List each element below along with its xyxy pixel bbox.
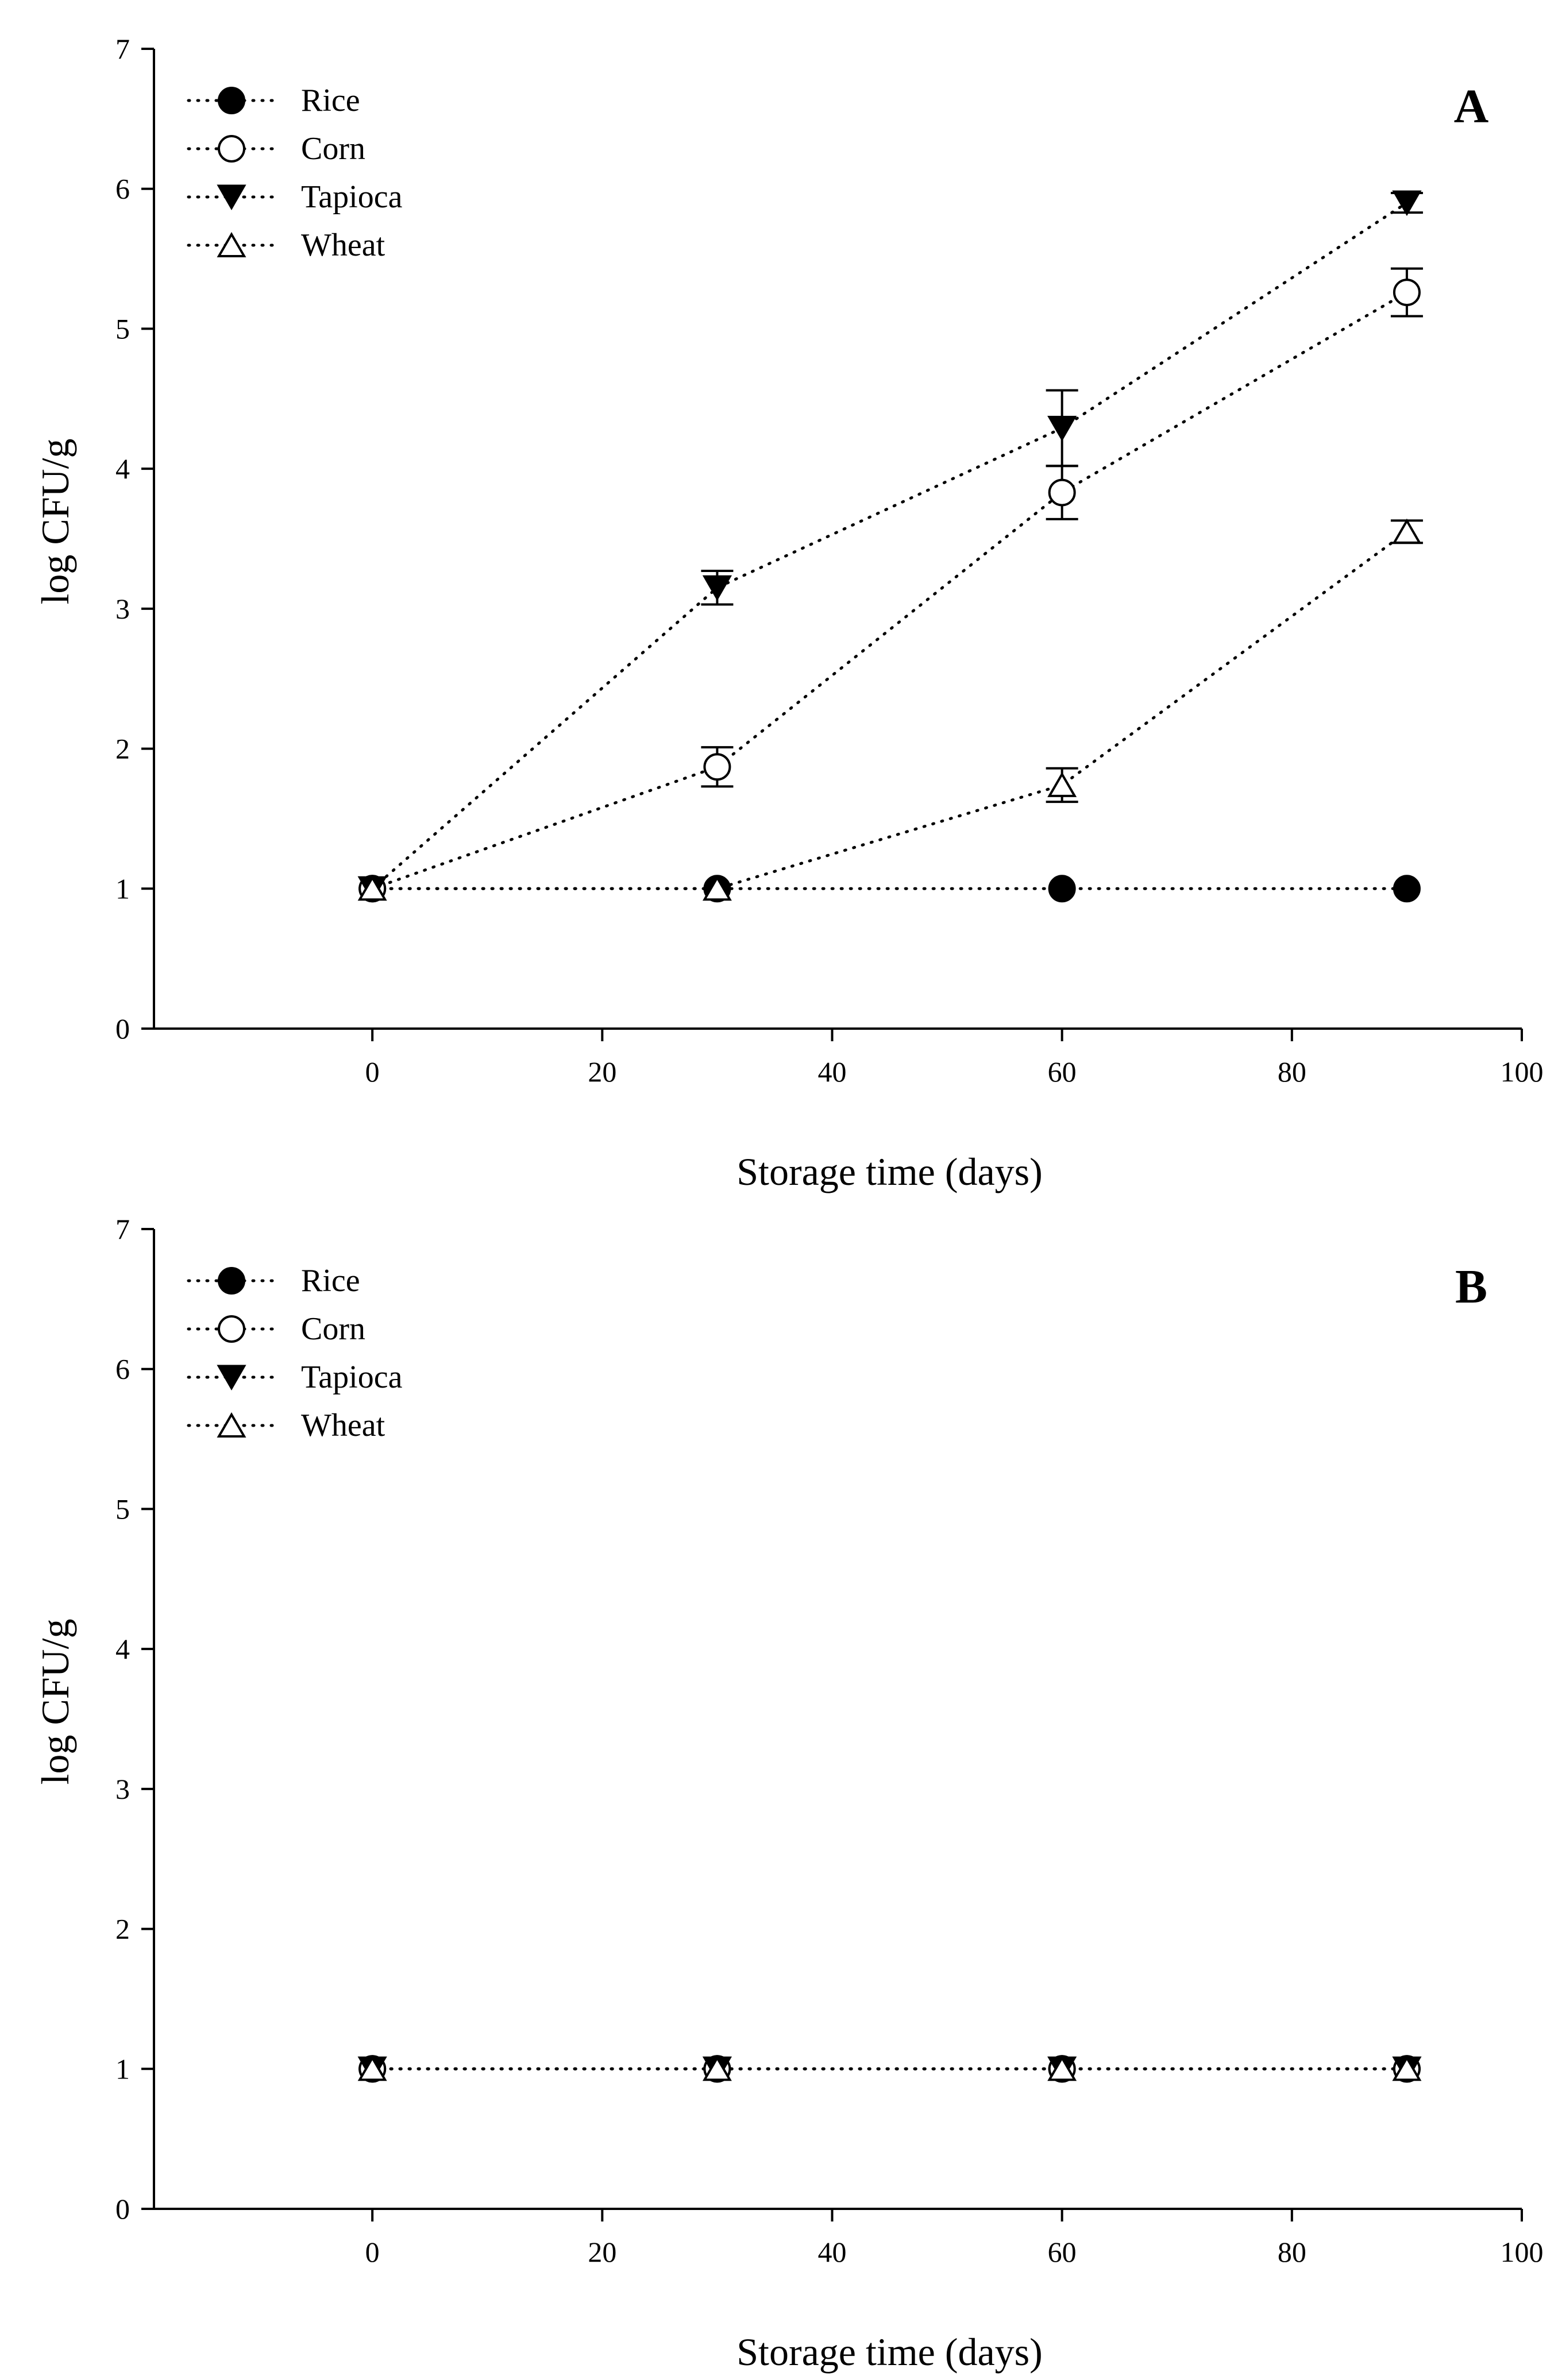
x-tick-label: 80 [1278, 2236, 1306, 2268]
y-tick-label: 6 [115, 1353, 130, 1385]
x-tick-label: 40 [817, 1056, 846, 1088]
y-tick-label: 1 [115, 2053, 130, 2085]
data-point-wheat [1047, 771, 1077, 797]
legend-marker-corn [218, 135, 245, 163]
data-point-rice [1393, 875, 1421, 903]
legend-marker-wheat [217, 232, 246, 257]
data-point-tapioca [1392, 190, 1422, 217]
panel-label: A [1454, 80, 1489, 133]
y-tick-label: 5 [115, 1493, 130, 1525]
data-point-tapioca [702, 575, 732, 601]
y-axis-title: log CFU/g [33, 438, 77, 604]
x-tick-label: 60 [1048, 1056, 1077, 1088]
x-tick-label: 20 [588, 1056, 616, 1088]
data-point-corn [1048, 478, 1076, 507]
y-tick-label: 1 [115, 872, 130, 905]
x-tick-label: 0 [365, 2236, 380, 2268]
data-point-wheat [1047, 2056, 1077, 2081]
x-tick-label: 20 [588, 2236, 616, 2268]
x-tick-label: 60 [1048, 2236, 1077, 2268]
data-point-wheat [357, 875, 387, 901]
x-tick-label: 100 [1501, 1056, 1544, 1088]
y-tick-label: 2 [115, 1913, 130, 1945]
x-tick-label: 0 [365, 1056, 380, 1088]
legend-marker-rice [218, 87, 245, 114]
y-tick-label: 4 [115, 1633, 130, 1665]
x-tick-label: 100 [1501, 2236, 1544, 2268]
legend-label-tapioca: Tapioca [301, 1359, 403, 1395]
legend-label-corn: Corn [301, 1311, 365, 1347]
data-point-corn [1393, 279, 1421, 307]
y-tick-label: 7 [115, 1213, 130, 1245]
y-tick-label: 5 [115, 312, 130, 345]
x-axis-title: Storage time (days) [736, 1150, 1043, 1193]
legend-label-wheat: Wheat [301, 227, 385, 263]
y-tick-label: 2 [115, 733, 130, 765]
series-line-wheat [371, 530, 1409, 890]
data-point-tapioca [1047, 415, 1077, 442]
data-point-wheat [702, 875, 732, 901]
legend-label-tapioca: Tapioca [301, 179, 403, 215]
data-point-wheat [1392, 518, 1422, 544]
chart-panel-b: 0 1 2 3 4 5 6 7 0 20 40 60 80 100 Storage time (days) l… [33, 1213, 1544, 2374]
x-axis-title: Storage time (days) [736, 2330, 1043, 2374]
legend-marker-tapioca [217, 1365, 246, 1391]
legend-marker-wheat [217, 1412, 246, 1438]
data-point-wheat [357, 2056, 387, 2081]
legend-label-rice: Rice [301, 1263, 360, 1299]
legend-marker-tapioca [217, 184, 246, 211]
y-tick-label: 0 [115, 2193, 130, 2225]
y-tick-label: 7 [115, 33, 130, 65]
panel-label: B [1455, 1260, 1487, 1313]
legend-marker-rice [218, 1267, 245, 1295]
data-point-rice [1048, 875, 1076, 903]
data-point-corn [703, 753, 731, 781]
legend-label-corn: Corn [301, 131, 365, 167]
y-tick-label: 3 [115, 593, 130, 625]
y-tick-label: 6 [115, 173, 130, 205]
legend-marker-corn [218, 1315, 245, 1343]
y-tick-label: 4 [115, 453, 130, 485]
y-tick-label: 0 [115, 1013, 130, 1045]
data-point-wheat [702, 2056, 732, 2081]
data-point-wheat [1392, 2056, 1422, 2081]
series-line-corn [371, 291, 1409, 890]
legend-label-wheat: Wheat [301, 1408, 385, 1443]
y-axis-title: log CFU/g [33, 1618, 77, 1784]
legend-label-rice: Rice [301, 83, 360, 118]
y-tick-label: 3 [115, 1773, 130, 1805]
x-tick-label: 40 [817, 2236, 846, 2268]
chart-panel-a: 0 1 2 3 4 5 6 7 0 20 40 60 80 100 Storage time (days) l… [33, 33, 1544, 1193]
series-line-tapioca [371, 201, 1409, 890]
x-tick-label: 80 [1278, 1056, 1306, 1088]
